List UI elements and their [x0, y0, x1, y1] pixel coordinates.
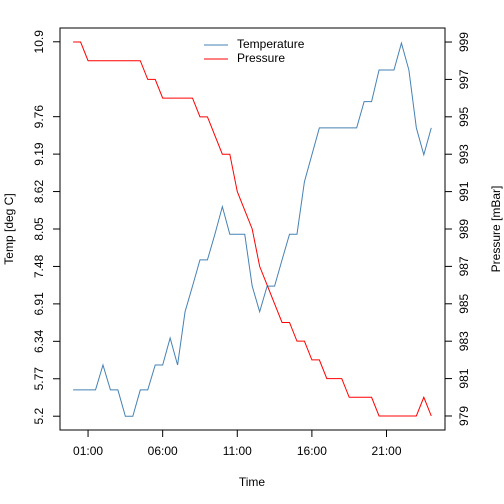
y-tick-label: 8.05 [32, 217, 46, 241]
y-tick-label: 7.48 [32, 254, 46, 278]
y2-tick-label: 981 [457, 368, 471, 388]
y-tick-label: 5.77 [32, 367, 46, 391]
y-axis-title: Temp [deg C] [2, 193, 16, 264]
y-tick-label: 8.62 [32, 180, 46, 204]
x-axis-title: Time [239, 475, 266, 489]
y2-tick-label: 979 [457, 406, 471, 426]
y2-tick-label: 993 [457, 144, 471, 164]
y-tick-label: 5.2 [32, 408, 46, 425]
y-tick-label: 9.76 [32, 105, 46, 129]
y2-tick-label: 995 [457, 106, 471, 126]
line-series [73, 41, 432, 417]
y2-tick-label: 989 [457, 219, 471, 239]
y2-tick-label: 983 [457, 331, 471, 351]
y2-tick-label: 987 [457, 256, 471, 276]
y-tick-label: 10.9 [32, 30, 46, 54]
y2-tick-label: 985 [457, 293, 471, 313]
x-tick-label: 01:00 [73, 444, 103, 458]
x-tick-label: 06:00 [148, 444, 178, 458]
x-tick-label: 11:00 [223, 444, 252, 458]
y2-tick-label: 991 [457, 181, 471, 201]
legend-label: Pressure [237, 51, 285, 65]
line-series [73, 41, 432, 417]
x-tick-label: 21:00 [371, 444, 401, 458]
y2-tick-label: 997 [457, 69, 471, 89]
x-tick-label: 16:00 [297, 444, 327, 458]
y-tick-label: 9.19 [32, 142, 46, 166]
y2-tick-label: 999 [457, 32, 471, 52]
y-tick-label: 6.34 [32, 329, 46, 353]
y-tick-label: 6.91 [32, 292, 46, 316]
y2-axis-title: Pressure [mBar] [489, 186, 503, 273]
legend-label: Temperature [237, 37, 305, 51]
